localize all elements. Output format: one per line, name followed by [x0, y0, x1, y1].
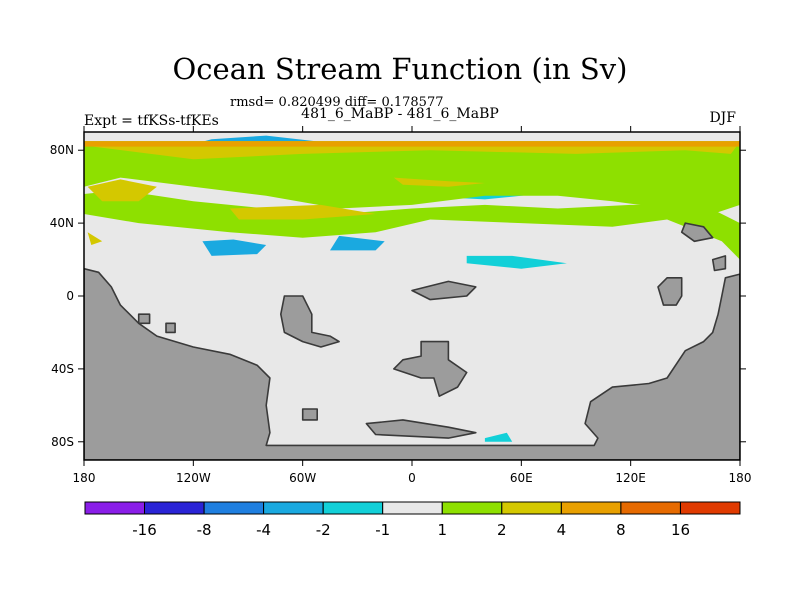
- colorbar-box: [680, 501, 741, 515]
- colorbar-label: 16: [671, 521, 690, 539]
- colorbar-box: [441, 501, 503, 515]
- x-tick-label: 180: [73, 471, 96, 485]
- colorbar-box: [263, 501, 324, 515]
- land-mask: [411, 280, 477, 301]
- y-tick-label: 80S: [51, 435, 74, 449]
- chart-subtitle: 481_6_MaBP - 481_6_MaBP: [301, 106, 499, 122]
- colorbar-label: -2: [316, 521, 331, 539]
- land-mask: [279, 295, 340, 348]
- colorbar-box: [560, 501, 622, 515]
- stats-text: rmsd= 0.820499 diff= 0.178577: [230, 95, 444, 110]
- contour-band: [84, 141, 740, 214]
- contour-band: [87, 232, 103, 245]
- colorbar-box: [84, 501, 145, 515]
- land-mask: [657, 276, 683, 306]
- contour-band: [229, 204, 376, 220]
- colorbar-label: 4: [557, 521, 567, 539]
- x-tick-label: 180: [729, 471, 752, 485]
- colorbar: -16 -8 -4 -2 -1 1 2 4 8 16: [84, 501, 741, 539]
- land-mask: [301, 408, 319, 421]
- x-tick-label: 0: [408, 471, 416, 485]
- colorbar-label: -1: [375, 521, 390, 539]
- x-tick-label: 60E: [510, 471, 533, 485]
- colorbar-box: [322, 501, 384, 515]
- colorbar-label: -8: [197, 521, 212, 539]
- y-tick-label: 40N: [50, 216, 74, 230]
- x-tick-label: 120W: [176, 471, 211, 485]
- season-label: DJF: [709, 110, 736, 126]
- colorbar-label: 8: [616, 521, 626, 539]
- chart-title: Ocean Stream Function (in Sv): [172, 52, 628, 86]
- x-tick-label: 120E: [615, 471, 646, 485]
- land-mask: [365, 419, 477, 439]
- contour-band: [466, 255, 567, 269]
- contour-band: [87, 179, 157, 202]
- colorbar-label: -4: [256, 521, 271, 539]
- colorbar-box: [144, 501, 205, 515]
- plot-area: [84, 132, 740, 460]
- colorbar-box: [203, 501, 265, 515]
- land-mask: [137, 313, 151, 325]
- experiment-label: Expt = tfKSs-tfKEs: [84, 113, 219, 129]
- land-mask: [84, 267, 740, 460]
- contour-band: [202, 239, 267, 256]
- y-tick-label: 0: [66, 289, 74, 303]
- land-mask: [680, 222, 714, 243]
- x-tick-label: 60W: [289, 471, 316, 485]
- y-tick-label: 40S: [51, 362, 74, 376]
- colorbar-box: [620, 501, 681, 515]
- colorbar-box: [501, 501, 562, 515]
- contour-band: [484, 432, 513, 442]
- land-mask: [711, 255, 727, 272]
- y-tick-label: 80N: [50, 143, 74, 157]
- colorbar-label: -16: [132, 521, 157, 539]
- colorbar-label: 1: [438, 521, 448, 539]
- contour-band: [330, 235, 385, 251]
- contour-band: [393, 177, 485, 187]
- contour-band: [84, 190, 740, 260]
- colorbar-box: [382, 501, 443, 515]
- axis-ticks: 180 120W 60W 0 60E 120E 180 80N 40N 0 40S 80S: [50, 126, 752, 485]
- colorbar-label: 2: [497, 521, 507, 539]
- contour-band: [84, 141, 740, 147]
- land-mask: [165, 322, 176, 334]
- contour-band: [93, 142, 737, 160]
- land-mask: [392, 340, 468, 398]
